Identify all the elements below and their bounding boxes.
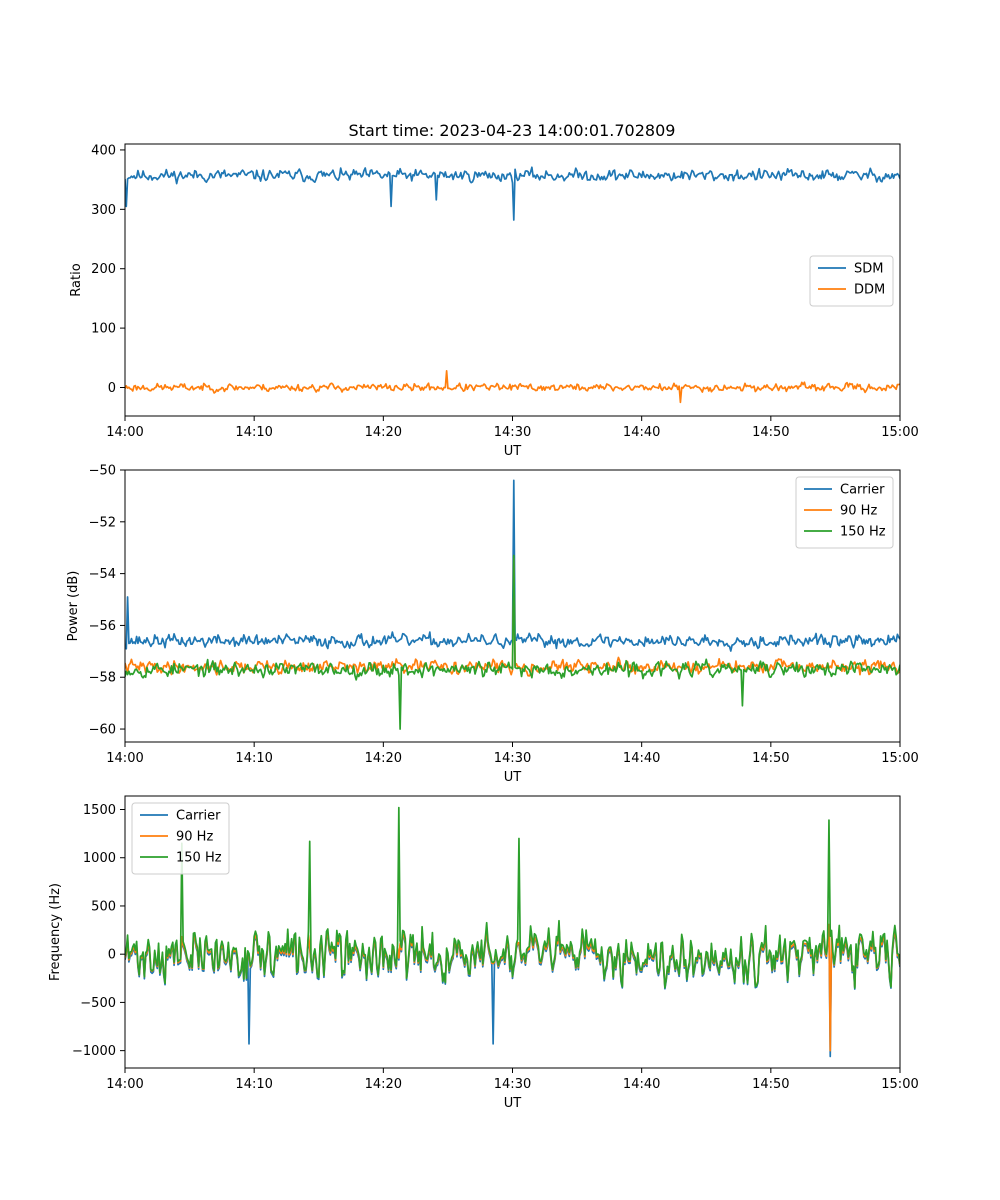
y-tick-label: −50 — [89, 464, 116, 479]
series-line-150-hz — [125, 806, 900, 989]
chart-panel-1: 14:00 14:10 14:20 14:30 14:40 14:50 15:00 0 100 2… — [69, 143, 919, 459]
legend: Carrier 90 Hz 150 Hz — [131, 802, 230, 875]
y-axis-label: Ratio — [69, 263, 84, 296]
y-tick-label: 300 — [91, 203, 116, 218]
legend: Carrier 90 Hz 150 Hz — [795, 476, 894, 549]
y-tick-label: −52 — [89, 515, 116, 530]
y-tick-label: 0 — [108, 381, 116, 396]
y-tick-label: 500 — [91, 899, 116, 914]
y-tick-label: −54 — [89, 567, 116, 582]
series-line-sdm — [125, 166, 900, 221]
legend-label: Carrier — [176, 809, 221, 824]
y-tick-label: −60 — [89, 723, 116, 738]
x-tick-label: 14:40 — [623, 751, 660, 766]
x-tick-label: 14:50 — [752, 751, 789, 766]
x-tick-label: 14:20 — [365, 1077, 402, 1092]
y-tick-label: 200 — [91, 262, 116, 277]
x-tick-label: 15:00 — [881, 751, 918, 766]
chart-panel-3: 14:00 14:10 14:20 14:30 14:40 14:50 15:00 −1000… — [48, 795, 919, 1111]
charts-container: 14:00 14:10 14:20 14:30 14:40 14:50 15:00 0 100 2… — [48, 143, 919, 1111]
y-tick-label: −56 — [89, 619, 116, 634]
y-tick-label: 400 — [91, 143, 116, 158]
legend: SDM DDM — [809, 255, 894, 307]
y-axis-label: Power (dB) — [66, 571, 81, 642]
legend-label: SDM — [854, 262, 883, 277]
x-tick-label: 14:40 — [623, 425, 660, 440]
y-axis-label: Frequency (Hz) — [48, 883, 63, 981]
series-line-150-hz — [125, 554, 900, 730]
x-tick-label: 14:20 — [365, 751, 402, 766]
legend-label: 150 Hz — [176, 851, 222, 866]
legend-label: 150 Hz — [840, 525, 886, 540]
x-tick-label: 14:10 — [235, 425, 272, 440]
y-tick-label: 0 — [108, 948, 116, 963]
legend-label: 90 Hz — [176, 830, 213, 845]
x-tick-label: 14:30 — [494, 1077, 531, 1092]
x-tick-label: 14:50 — [752, 425, 789, 440]
x-tick-label: 14:10 — [235, 751, 272, 766]
figure-title: Start time: 2023-04-23 14:00:01.702809 — [349, 121, 676, 140]
x-tick-label: 14:30 — [494, 751, 531, 766]
x-tick-label: 14:10 — [235, 1077, 272, 1092]
x-axis-label: UT — [504, 1096, 522, 1111]
series-line-ddm — [125, 370, 900, 404]
legend-label: DDM — [854, 283, 885, 298]
x-tick-label: 15:00 — [881, 425, 918, 440]
y-tick-label: −500 — [80, 996, 116, 1011]
x-tick-label: 14:30 — [494, 425, 531, 440]
x-tick-label: 14:50 — [752, 1077, 789, 1092]
legend-label: Carrier — [840, 483, 885, 498]
x-tick-label: 15:00 — [881, 1077, 918, 1092]
chart-panel-2: 14:00 14:10 14:20 14:30 14:40 14:50 15:00 −60 −5… — [66, 464, 919, 786]
x-tick-label: 14:00 — [106, 425, 143, 440]
legend-label: 90 Hz — [840, 504, 877, 519]
x-axis-label: UT — [504, 444, 522, 459]
x-tick-label: 14:40 — [623, 1077, 660, 1092]
x-tick-label: 14:00 — [106, 1077, 143, 1092]
y-tick-label: 100 — [91, 322, 116, 337]
x-tick-label: 14:20 — [365, 425, 402, 440]
y-tick-label: −58 — [89, 671, 116, 686]
y-tick-label: −1000 — [72, 1044, 116, 1059]
y-tick-label: 1500 — [83, 803, 116, 818]
y-tick-label: 1000 — [83, 851, 116, 866]
x-tick-label: 14:00 — [106, 751, 143, 766]
x-axis-label: UT — [504, 770, 522, 785]
